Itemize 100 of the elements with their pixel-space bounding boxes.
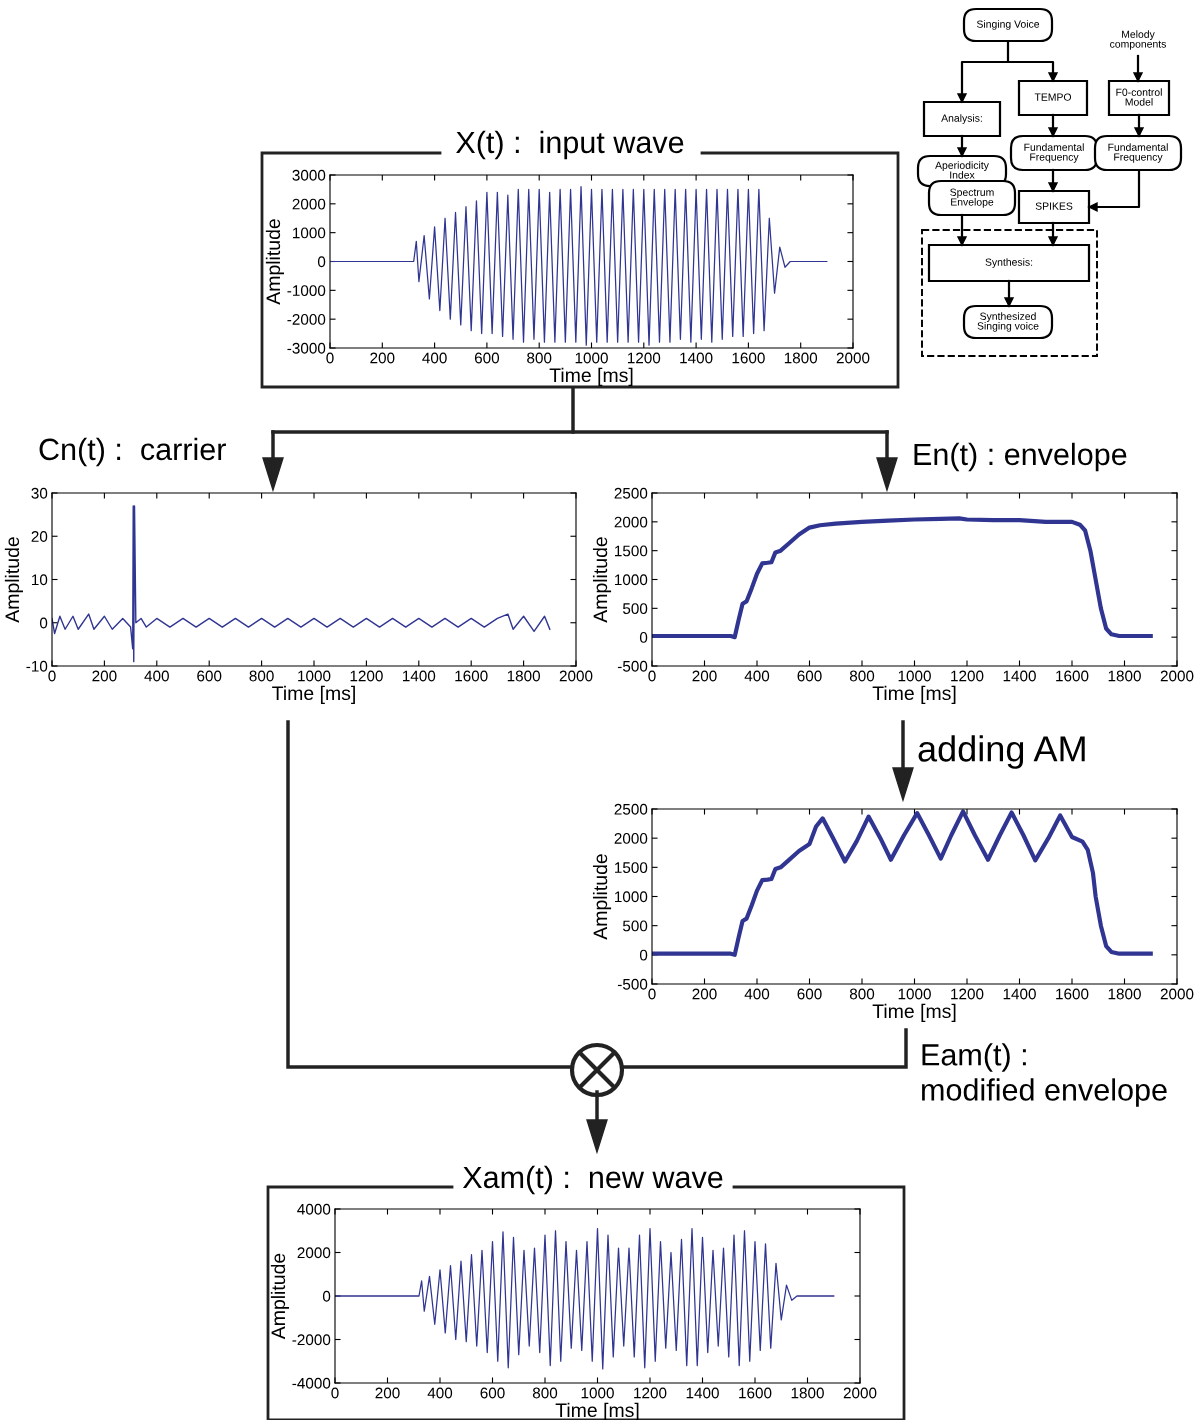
text: Spectrum Envelope (950, 188, 994, 208)
line-series (335, 1227, 835, 1370)
x-tick-label: 1200 (951, 670, 984, 682)
y-tick-label: 1000 (615, 574, 648, 586)
x-tick-label: 1800 (791, 1387, 824, 1399)
text: Analysis: (941, 114, 982, 124)
x-tick-label: 600 (474, 352, 500, 364)
x-tick-label: 1200 (350, 670, 383, 682)
y-axis-title: Amplitude (592, 854, 612, 940)
y-axis-title: Amplitude (592, 537, 612, 623)
y-tick-label: 2000 (292, 198, 326, 210)
x-tick-label: 400 (744, 988, 770, 1000)
text: SPIKES (1035, 202, 1073, 210)
x-tick-label: 800 (849, 670, 875, 682)
y-tick-label: 0 (317, 256, 326, 268)
x-tick-label: 1600 (455, 670, 488, 682)
x-tick-label: 1400 (402, 670, 436, 682)
x-axis-title: Time [ms] (555, 1402, 639, 1420)
text: TEMPO (1034, 93, 1072, 101)
y-tick-label: 500 (622, 920, 648, 932)
x-tick-label: 1800 (784, 352, 818, 364)
x-tick-label: 200 (370, 352, 395, 364)
x-tick-label: 1600 (739, 1387, 772, 1399)
y-tick-label: 2000 (297, 1247, 331, 1259)
y-tick-label: 0 (39, 617, 48, 629)
y-tick-label: 10 (32, 574, 48, 586)
line-series (652, 809, 1153, 957)
x-tick-label: 1400 (1003, 988, 1036, 1000)
y-tick-label: 4000 (297, 1203, 331, 1215)
x-tick-label: 2000 (1160, 988, 1194, 1000)
text: Fundamental Frequency (1108, 143, 1168, 163)
chart-title: Xam(t) : new wave (462, 1165, 723, 1195)
y-tick-label: 0 (639, 949, 648, 961)
text: Synthesis: (985, 258, 1033, 268)
text: Aperiodicity Index (935, 161, 989, 179)
x-tick-label: 1600 (1056, 988, 1089, 1000)
x-tick-label: 1800 (1108, 988, 1141, 1000)
y-tick-label: 0 (322, 1290, 331, 1302)
y-axis-title: Amplitude (265, 219, 284, 305)
x-tick-label: 800 (849, 988, 875, 1000)
y-tick-label: 0 (639, 632, 648, 643)
y-axis-title: Amplitude (270, 1253, 289, 1340)
x-tick-label: 400 (427, 1387, 453, 1399)
y-tick-label: -3000 (287, 342, 326, 354)
text: Synthesized Singing voice (977, 312, 1039, 332)
y-tick-label: 2500 (614, 803, 648, 815)
y-tick-label: 1000 (293, 227, 326, 239)
y-tick-label: -2000 (287, 314, 326, 325)
y-tick-label: 1000 (615, 891, 648, 903)
y-tick-label: 2500 (614, 487, 648, 499)
y-tick-label: -4000 (292, 1377, 331, 1389)
x-tick-label: 2000 (559, 670, 593, 682)
y-tick-label: -10 (26, 660, 48, 672)
x-tick-label: 0 (648, 670, 656, 682)
x-axis-title: Time [ms] (872, 685, 956, 704)
text: Singing Voice (976, 20, 1040, 30)
chart-title: X(t) : input wave (456, 130, 684, 160)
x-tick-label: 1600 (1056, 670, 1089, 682)
x-tick-label: 800 (249, 670, 274, 682)
x-tick-label: 1400 (1003, 670, 1036, 682)
x-tick-label: 1400 (680, 352, 713, 364)
x-tick-label: 1400 (686, 1387, 719, 1399)
y-tick-label: 30 (31, 487, 48, 499)
x-tick-label: 2000 (843, 1387, 877, 1399)
y-tick-label: 3000 (292, 169, 326, 181)
x-axis-title: Time [ms] (549, 367, 633, 386)
y-tick-label: 20 (31, 531, 48, 542)
x-tick-label: 1800 (1108, 670, 1141, 682)
y-tick-label: -2000 (292, 1334, 331, 1346)
line-series (330, 185, 828, 346)
x-tick-label: 1000 (581, 1387, 614, 1399)
y-tick-label: 500 (622, 603, 648, 615)
line-series (52, 505, 551, 663)
x-tick-label: 200 (375, 1387, 400, 1399)
x-tick-label: 1000 (575, 352, 608, 364)
x-tick-label: 200 (92, 670, 117, 682)
y-tick-label: -500 (617, 978, 648, 990)
y-tick-label: 1500 (615, 545, 648, 557)
x-tick-label: 1200 (627, 352, 661, 364)
line-series (652, 516, 1153, 640)
x-tick-label: 600 (480, 1387, 505, 1399)
x-tick-label: 1600 (732, 352, 765, 364)
chart-title: En(t) : envelope (914, 442, 1127, 472)
text: Fundamental Frequency (1024, 143, 1084, 163)
x-tick-label: 400 (422, 352, 447, 364)
text: Melody components (1110, 30, 1166, 50)
x-tick-label: 600 (797, 988, 822, 1000)
y-tick-label: -1000 (287, 285, 326, 297)
x-tick-label: 1800 (507, 670, 540, 682)
y-tick-label: 2000 (614, 516, 648, 528)
x-tick-label: 1200 (951, 988, 984, 1000)
x-tick-label: 600 (797, 670, 822, 682)
x-tick-label: 1000 (898, 670, 931, 682)
text: Eam(t) : modified envelope (922, 1043, 1167, 1107)
x-tick-label: 2000 (836, 352, 870, 364)
chart-title: Cn(t) : carrier (39, 437, 226, 467)
x-axis-title: Time [ms] (272, 685, 355, 704)
x-tick-label: 0 (331, 1387, 339, 1399)
text: F0-control Model (1116, 88, 1162, 106)
y-tick-label: 2000 (614, 833, 648, 844)
